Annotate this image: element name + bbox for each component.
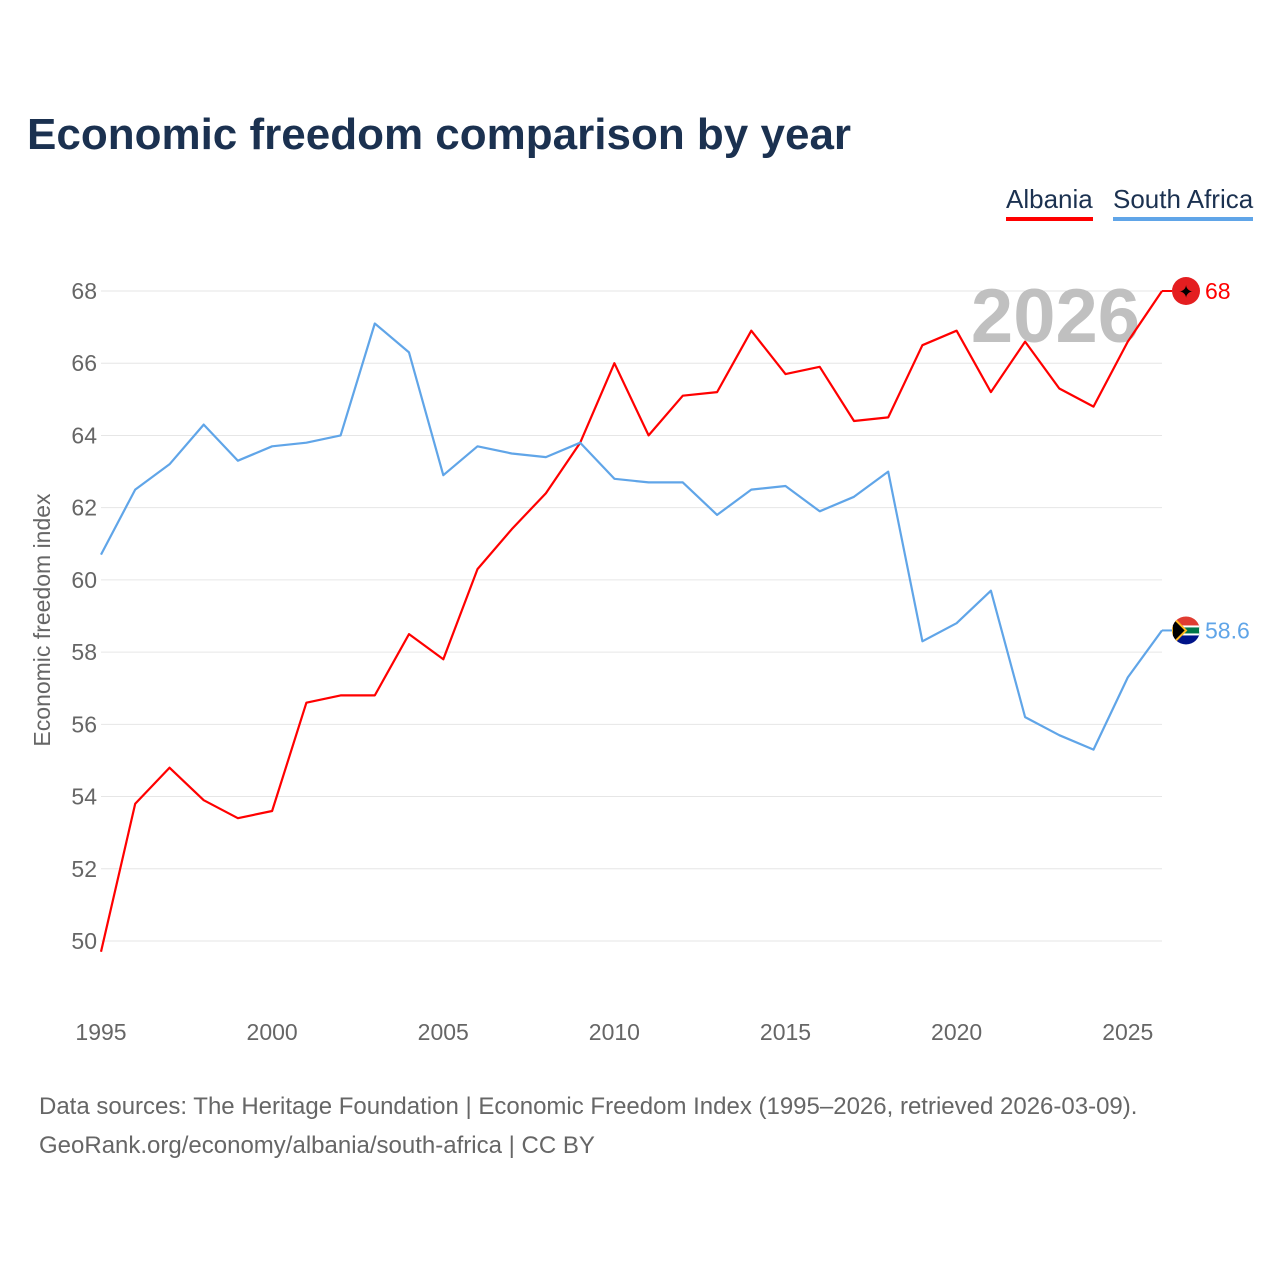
chart-title: Economic freedom comparison by year — [27, 110, 852, 159]
source-line-1: Data sources: The Heritage Foundation | … — [39, 1093, 1138, 1120]
x-tick-label: 1995 — [75, 1019, 126, 1045]
x-tick-label: 2015 — [760, 1019, 811, 1045]
legend-south-africa[interactable]: South Africa — [1113, 184, 1254, 221]
series-line-albania — [99, 290, 1163, 953]
source-line-2[interactable]: GeoRank.org/economy/albania/south-africa… — [39, 1132, 595, 1159]
y-tick-label: 54 — [71, 784, 97, 810]
x-tick-label: 2010 — [589, 1019, 640, 1045]
y-tick-label: 62 — [71, 495, 97, 521]
y-tick-label: 64 — [71, 422, 97, 448]
y-axis-label: Economic freedom index — [29, 493, 55, 747]
y-tick-label: 50 — [71, 928, 97, 954]
y-tick-label: 68 — [71, 278, 97, 304]
albania-flag-icon — [1172, 277, 1200, 305]
source-note: Data sources: The Heritage Foundation | … — [39, 1087, 1137, 1165]
y-tick-label: 58 — [71, 639, 97, 665]
eagle-icon: ✦ — [1178, 282, 1193, 302]
series-line-south-africa — [100, 322, 1163, 751]
y-tick-label: 56 — [71, 711, 97, 737]
year-watermark: 2026 — [971, 274, 1140, 359]
x-tick-label: 2000 — [247, 1019, 298, 1045]
end-value-label: 58.6 — [1205, 617, 1250, 643]
south-africa-flag-icon — [1172, 616, 1200, 645]
end-value-label: 68 — [1205, 278, 1231, 304]
legend-albania[interactable]: Albania — [1006, 184, 1093, 221]
y-tick-label: 66 — [71, 350, 97, 376]
y-tick-label: 60 — [71, 567, 97, 593]
x-tick-label: 2005 — [418, 1019, 469, 1045]
y-tick-label: 52 — [71, 856, 97, 882]
x-tick-label: 2020 — [931, 1019, 982, 1045]
x-tick-label: 2025 — [1102, 1019, 1153, 1045]
